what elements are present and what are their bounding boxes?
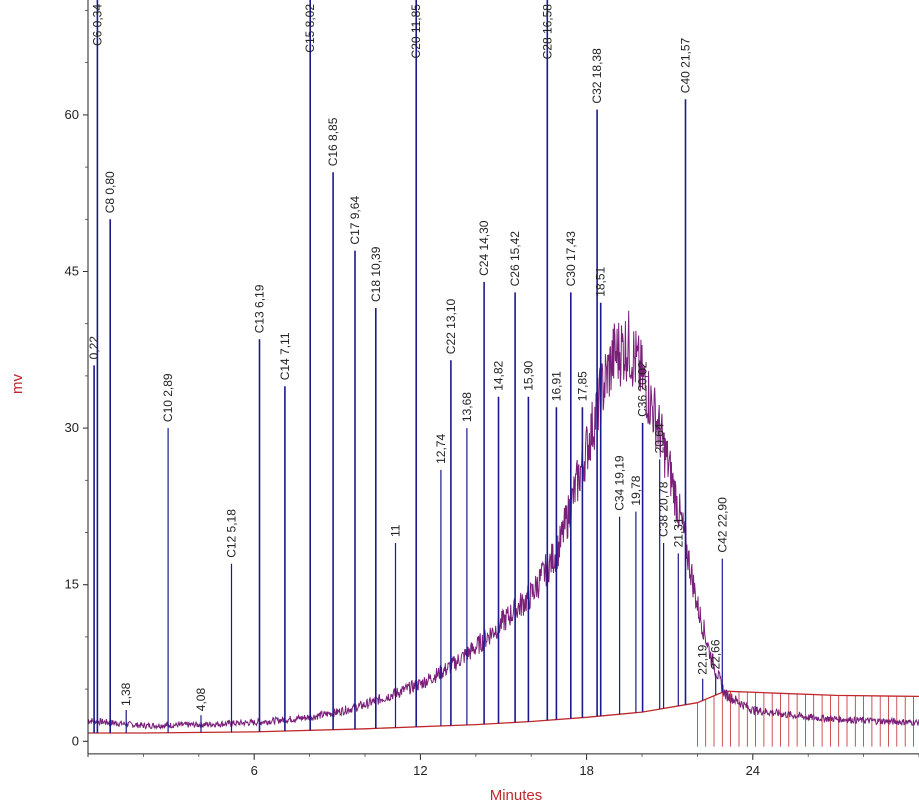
peak-label-22: C28 16,58 — [540, 4, 554, 60]
peak-label-9: C15 8,02 — [303, 4, 317, 53]
y-tick-label: 60 — [65, 107, 79, 122]
peak-label-32: C38 20,78 — [657, 481, 671, 537]
x-tick-label: 24 — [746, 763, 760, 778]
peak-label-3: 1,38 — [119, 682, 133, 706]
peak-label-30: C36 20,02 — [636, 361, 650, 417]
y-tick-label: 30 — [65, 420, 79, 435]
x-axis-title: Minutes — [490, 787, 543, 804]
peak-label-36: 22,66 — [709, 639, 723, 669]
peak-label-1: 0,22 — [87, 336, 101, 360]
x-tick-label: 18 — [579, 763, 593, 778]
peak-label-31: 20,64 — [653, 423, 667, 453]
x-tick-label: 6 — [251, 763, 258, 778]
hump-trace — [87, 310, 919, 730]
peak-label-29: 19,78 — [629, 475, 643, 505]
peak-label-13: 11 — [389, 524, 403, 537]
peak-label-20: C26 15,42 — [508, 231, 522, 287]
peak-label-10: C16 8,85 — [326, 117, 340, 166]
y-tick-label: 45 — [65, 264, 79, 279]
peak-label-0: C6 0,34 — [90, 4, 104, 46]
peak-label-37: C42 22,90 — [715, 497, 729, 553]
peak-layer — [93, 0, 723, 733]
peak-label-6: C12 5,18 — [225, 509, 239, 558]
peak-label-18: C24 14,30 — [477, 220, 491, 276]
peak-label-24: C30 17,43 — [564, 231, 578, 287]
peak-label-19: 14,82 — [492, 360, 506, 390]
peak-label-4: C10 2,89 — [161, 373, 175, 422]
peak-label-17: 13,68 — [460, 392, 474, 422]
peak-label-layer: C6 0,34 0,22 C8 0,80 1,38 C10 2,89 4,08 C12 5,… — [87, 4, 729, 712]
hump-layer — [87, 310, 919, 730]
peak-label-8: C14 7,11 — [278, 332, 292, 380]
peak-label-25: 17,85 — [575, 371, 589, 401]
x-tick-label: 12 — [413, 763, 427, 778]
peak-label-27: C32 18,38 — [590, 48, 604, 104]
y-axis-title: mv — [9, 374, 26, 394]
axis-layer: 0 15 30 45 60 6 12 18 24 — [65, 0, 919, 778]
peak-label-7: C13 6,19 — [253, 284, 267, 333]
peak-label-11: C17 9,64 — [348, 196, 362, 245]
peak-label-21: 15,90 — [521, 360, 535, 390]
peak-label-16: C22 13,10 — [444, 298, 458, 354]
peak-label-15: 12,74 — [434, 434, 448, 464]
peak-label-2: C8 0,80 — [103, 171, 117, 213]
peak-label-34: C40 21,57 — [679, 37, 693, 93]
peak-label-28: C34 19,19 — [613, 455, 627, 511]
y-tick-label: 15 — [65, 577, 79, 592]
peak-label-33: 21,31 — [671, 517, 685, 547]
peak-label-14: C20 11,85 — [409, 4, 423, 59]
peak-label-35: 22,19 — [696, 644, 710, 674]
y-tick-label: 0 — [72, 733, 79, 748]
peak-label-12: C18 10,39 — [369, 246, 383, 302]
peak-label-26: 18,51 — [594, 266, 608, 296]
peak-label-5: 4,08 — [194, 688, 208, 712]
peak-label-23: 16,91 — [549, 371, 563, 401]
